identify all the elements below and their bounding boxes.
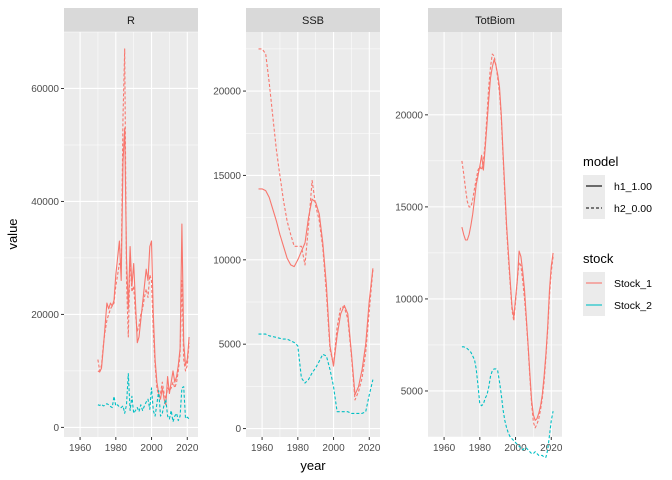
y-tick-label: 15000: [213, 171, 241, 182]
y-tick-label: 60000: [31, 84, 59, 95]
y-tick-label: 10000: [395, 294, 423, 305]
facet-label: R: [127, 15, 135, 27]
x-tick-label: 1980: [287, 443, 310, 454]
x-tick-label: 2020: [358, 443, 381, 454]
panel-background: [428, 32, 562, 437]
y-axis-title: value: [5, 218, 20, 249]
x-tick-label: 1960: [433, 443, 456, 454]
y-tick-label: 5000: [401, 386, 424, 397]
series-line-stock-2-h2-0-00: [461, 346, 554, 458]
y-tick-label: 10000: [213, 255, 241, 266]
facet-label: SSB: [302, 15, 324, 27]
x-tick-label: 2020: [540, 443, 563, 454]
y-tick-label: 5000: [219, 340, 242, 351]
legend-label-stock: Stock_1: [614, 278, 652, 290]
legend-title-model: model: [583, 154, 619, 169]
y-tick-label: 20000: [395, 110, 423, 121]
facet-strip: [246, 8, 380, 32]
legend-label-model: h2_0.00: [614, 203, 652, 215]
y-tick-label: 20000: [31, 310, 59, 321]
series-line-stock-1-h1-1-00: [97, 127, 190, 406]
series-line-stock-1-h2-0-00: [97, 48, 190, 400]
x-tick-label: 2000: [504, 443, 527, 454]
y-tick-label: 15000: [395, 202, 423, 213]
series-line-stock-2-h2-0-00: [258, 333, 374, 414]
x-tick-label: 2020: [176, 443, 199, 454]
facet-label: TotBiom: [475, 15, 515, 27]
facet-strip: [428, 8, 562, 32]
x-tick-label: 1960: [251, 443, 274, 454]
x-tick-label: 2000: [322, 443, 345, 454]
series-line-stock-1-h2-0-00: [461, 53, 554, 429]
x-tick-label: 2000: [140, 443, 163, 454]
x-tick-label: 1980: [469, 443, 492, 454]
x-tick-label: 1960: [69, 443, 92, 454]
legend-title-stock: stock: [583, 251, 614, 266]
y-tick-label: 20000: [213, 87, 241, 98]
series-line-stock-2-h2-0-00: [97, 373, 190, 423]
x-tick-label: 1980: [105, 443, 128, 454]
y-tick-label: 0: [53, 423, 59, 434]
legend-label-stock: Stock_2: [614, 300, 652, 312]
series-line-stock-1-h2-0-00: [258, 48, 374, 401]
y-tick-label: 0: [235, 424, 241, 435]
x-axis-title: year: [300, 458, 326, 473]
legend-label-model: h1_1.00: [614, 181, 652, 193]
y-tick-label: 40000: [31, 197, 59, 208]
panel-background: [64, 32, 198, 437]
panel-background: [246, 32, 380, 437]
facet-strip: [64, 8, 198, 32]
